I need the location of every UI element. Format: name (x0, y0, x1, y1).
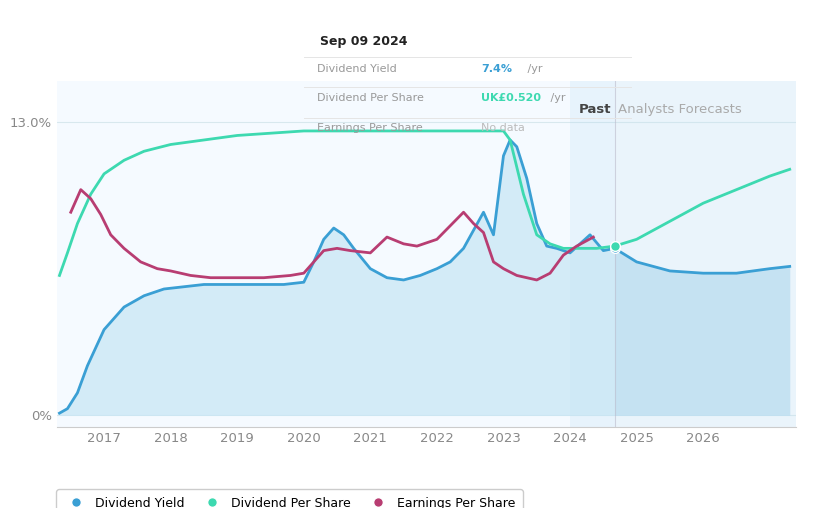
Text: 7.4%: 7.4% (481, 64, 512, 74)
Text: Dividend Per Share: Dividend Per Share (317, 93, 424, 104)
Text: Sep 09 2024: Sep 09 2024 (320, 35, 408, 48)
Text: Past: Past (579, 103, 612, 116)
Bar (570, 81, 615, 427)
Text: No data: No data (481, 123, 525, 133)
Text: Analysts Forecasts: Analysts Forecasts (618, 103, 741, 116)
Text: /yr: /yr (547, 93, 566, 104)
Text: UK£0.520: UK£0.520 (481, 93, 541, 104)
Text: /yr: /yr (524, 64, 543, 74)
Legend: Dividend Yield, Dividend Per Share, Earnings Per Share: Dividend Yield, Dividend Per Share, Earn… (57, 489, 523, 508)
Text: Earnings Per Share: Earnings Per Share (317, 123, 423, 133)
Text: Dividend Yield: Dividend Yield (317, 64, 397, 74)
Bar (615, 81, 796, 427)
